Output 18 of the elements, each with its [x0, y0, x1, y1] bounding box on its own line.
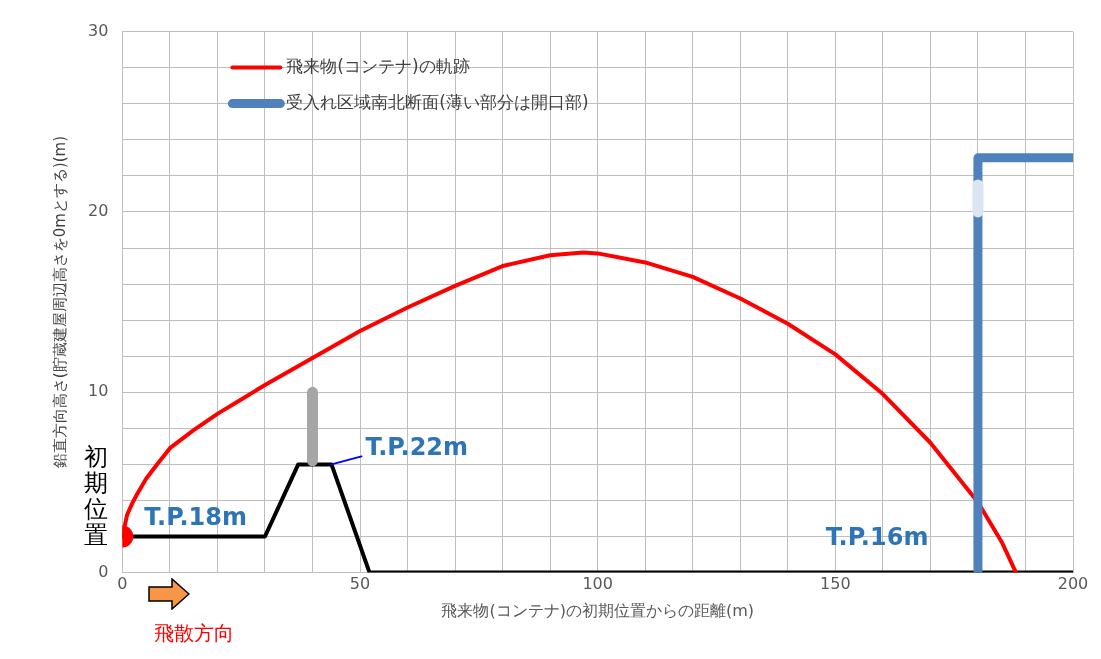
y-tick-label: 30	[88, 20, 109, 40]
text: 飛散方向	[154, 621, 235, 646]
x-tick-label: 100	[582, 574, 613, 594]
legend-label: 飛来物(コンテナ)の軌跡	[286, 56, 470, 77]
annotation: T.P.16m	[825, 522, 929, 551]
x-tick-label: 0	[117, 574, 128, 594]
y-axis-title: 鉛直方向高さ(貯蔵建屋周辺高さを0mとする)(m)	[50, 136, 69, 469]
annotation: T.P.22m	[365, 432, 469, 461]
annotation: 初期位置	[84, 442, 109, 549]
x-axis-title: 飛来物(コンテナ)の初期位置からの距離(m)	[441, 600, 754, 620]
y-tick-label: 10	[88, 381, 109, 401]
y-tick-label: 0	[98, 561, 109, 581]
x-tick-label: 150	[820, 574, 851, 594]
legend-label: 受入れ区域南北断面(薄い部分は開口部)	[286, 92, 589, 113]
y-tick-label: 20	[88, 201, 109, 221]
x-tick-label: 200	[1057, 574, 1089, 594]
annotation: T.P.18m	[144, 502, 247, 531]
x-tick-label: 50	[349, 574, 371, 594]
